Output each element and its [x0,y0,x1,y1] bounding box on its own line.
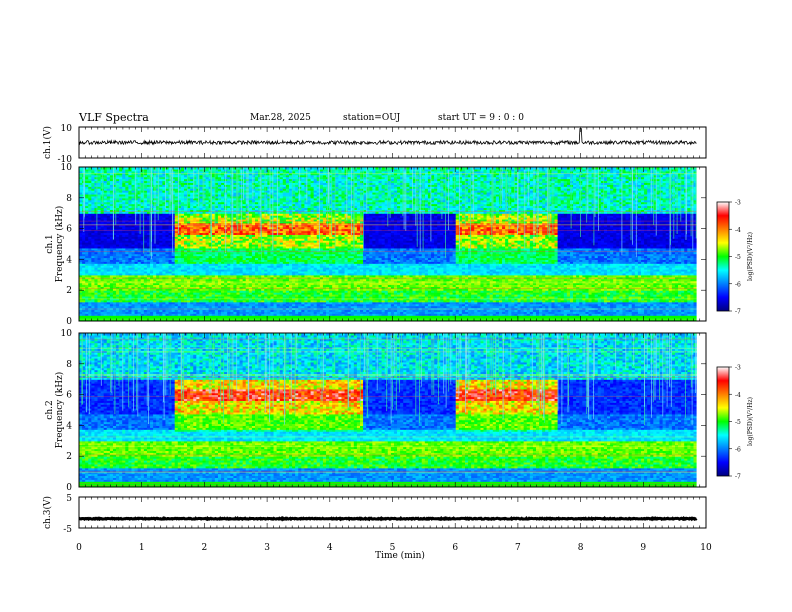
colorbar-label: log(PSD)(V²/Hz) [747,232,754,281]
colorbar-tick-label: -7 [735,309,741,316]
colorbar-label: log(PSD)(V²/Hz) [747,397,754,446]
start-time-label: start UT = 9 : 0 : 0 [438,113,524,123]
ch3-waveform-trace [78,515,698,522]
ch3-waveform-frame [78,496,707,529]
colorbar-tick-label: -5 [735,419,741,426]
y-tick-label: 4 [66,421,72,431]
y-axis-label: ch.3(V) [42,496,53,529]
x-tick-label: 5 [390,543,396,553]
ch2-colorbar [716,366,730,477]
x-tick-label: 4 [327,543,333,553]
y-tick-label: 5 [66,494,72,504]
colorbar-tick-label: -6 [735,281,741,288]
y-tick-label: 8 [66,194,72,204]
ch1-spectrogram [79,167,706,321]
colorbar-tick-label: -6 [735,446,741,453]
y-tick-label: -5 [63,525,72,535]
colorbar-ticks: -3 -4 -5 -6 -7 log(PSD)(V²/Hz) -3 -4 -5 -6 -7 log(P… [729,200,754,481]
y-tick-label: 2 [66,286,72,296]
colorbar-tick-label: -3 [735,200,741,207]
date-label: Mar.28, 2025 [250,113,311,123]
y-tick-label: -10 [58,155,73,165]
y-tick-label: 6 [66,391,72,401]
ch2-spectrogram [79,333,706,487]
y-axis-label-channel: ch.2 [45,400,55,419]
y-tick-label: 0 [66,483,72,493]
x-axis-label: Time (min) [375,550,425,561]
colorbar-tick-label: -3 [735,365,741,372]
x-tick-label: 6 [452,543,458,553]
station-label: station=OUJ [343,113,400,123]
x-tick-label: 7 [515,543,521,553]
y-axis-label-frequency: Frequency (kHz) [54,206,65,283]
y-tick-label: 8 [66,360,72,370]
x-tick-label: 3 [264,543,270,553]
y-tick-label: 2 [66,452,72,462]
y-tick-label: 4 [66,255,72,265]
x-tick-label: 10 [700,543,712,553]
ch1-waveform-trace [78,128,697,146]
colorbar-tick-label: -5 [735,254,741,261]
x-tick-label: 9 [640,543,646,553]
y-tick-label: 0 [66,317,72,327]
y-axis-label-channel: ch.1 [45,234,55,253]
y-tick-label: 10 [61,124,73,134]
x-tick-label: 2 [202,543,208,553]
y-axis-label: ch.1(V) [42,126,53,159]
colorbar-tick-label: -4 [735,392,741,399]
colorbar-tick-label: -7 [735,474,741,481]
ch1-colorbar [716,201,730,312]
y-tick-label: 10 [61,329,73,339]
y-tick-label: 6 [66,225,72,235]
colorbar-tick-label: -4 [735,227,741,234]
x-tick-label: 0 [76,543,82,553]
x-tick-label: 1 [139,543,145,553]
y-axis-label-frequency: Frequency (kHz) [54,372,65,449]
chart-title: VLF Spectra [79,111,149,124]
axis-ticks [78,127,707,528]
x-tick-label: 8 [578,543,584,553]
y-tick-label: 10 [61,163,73,173]
